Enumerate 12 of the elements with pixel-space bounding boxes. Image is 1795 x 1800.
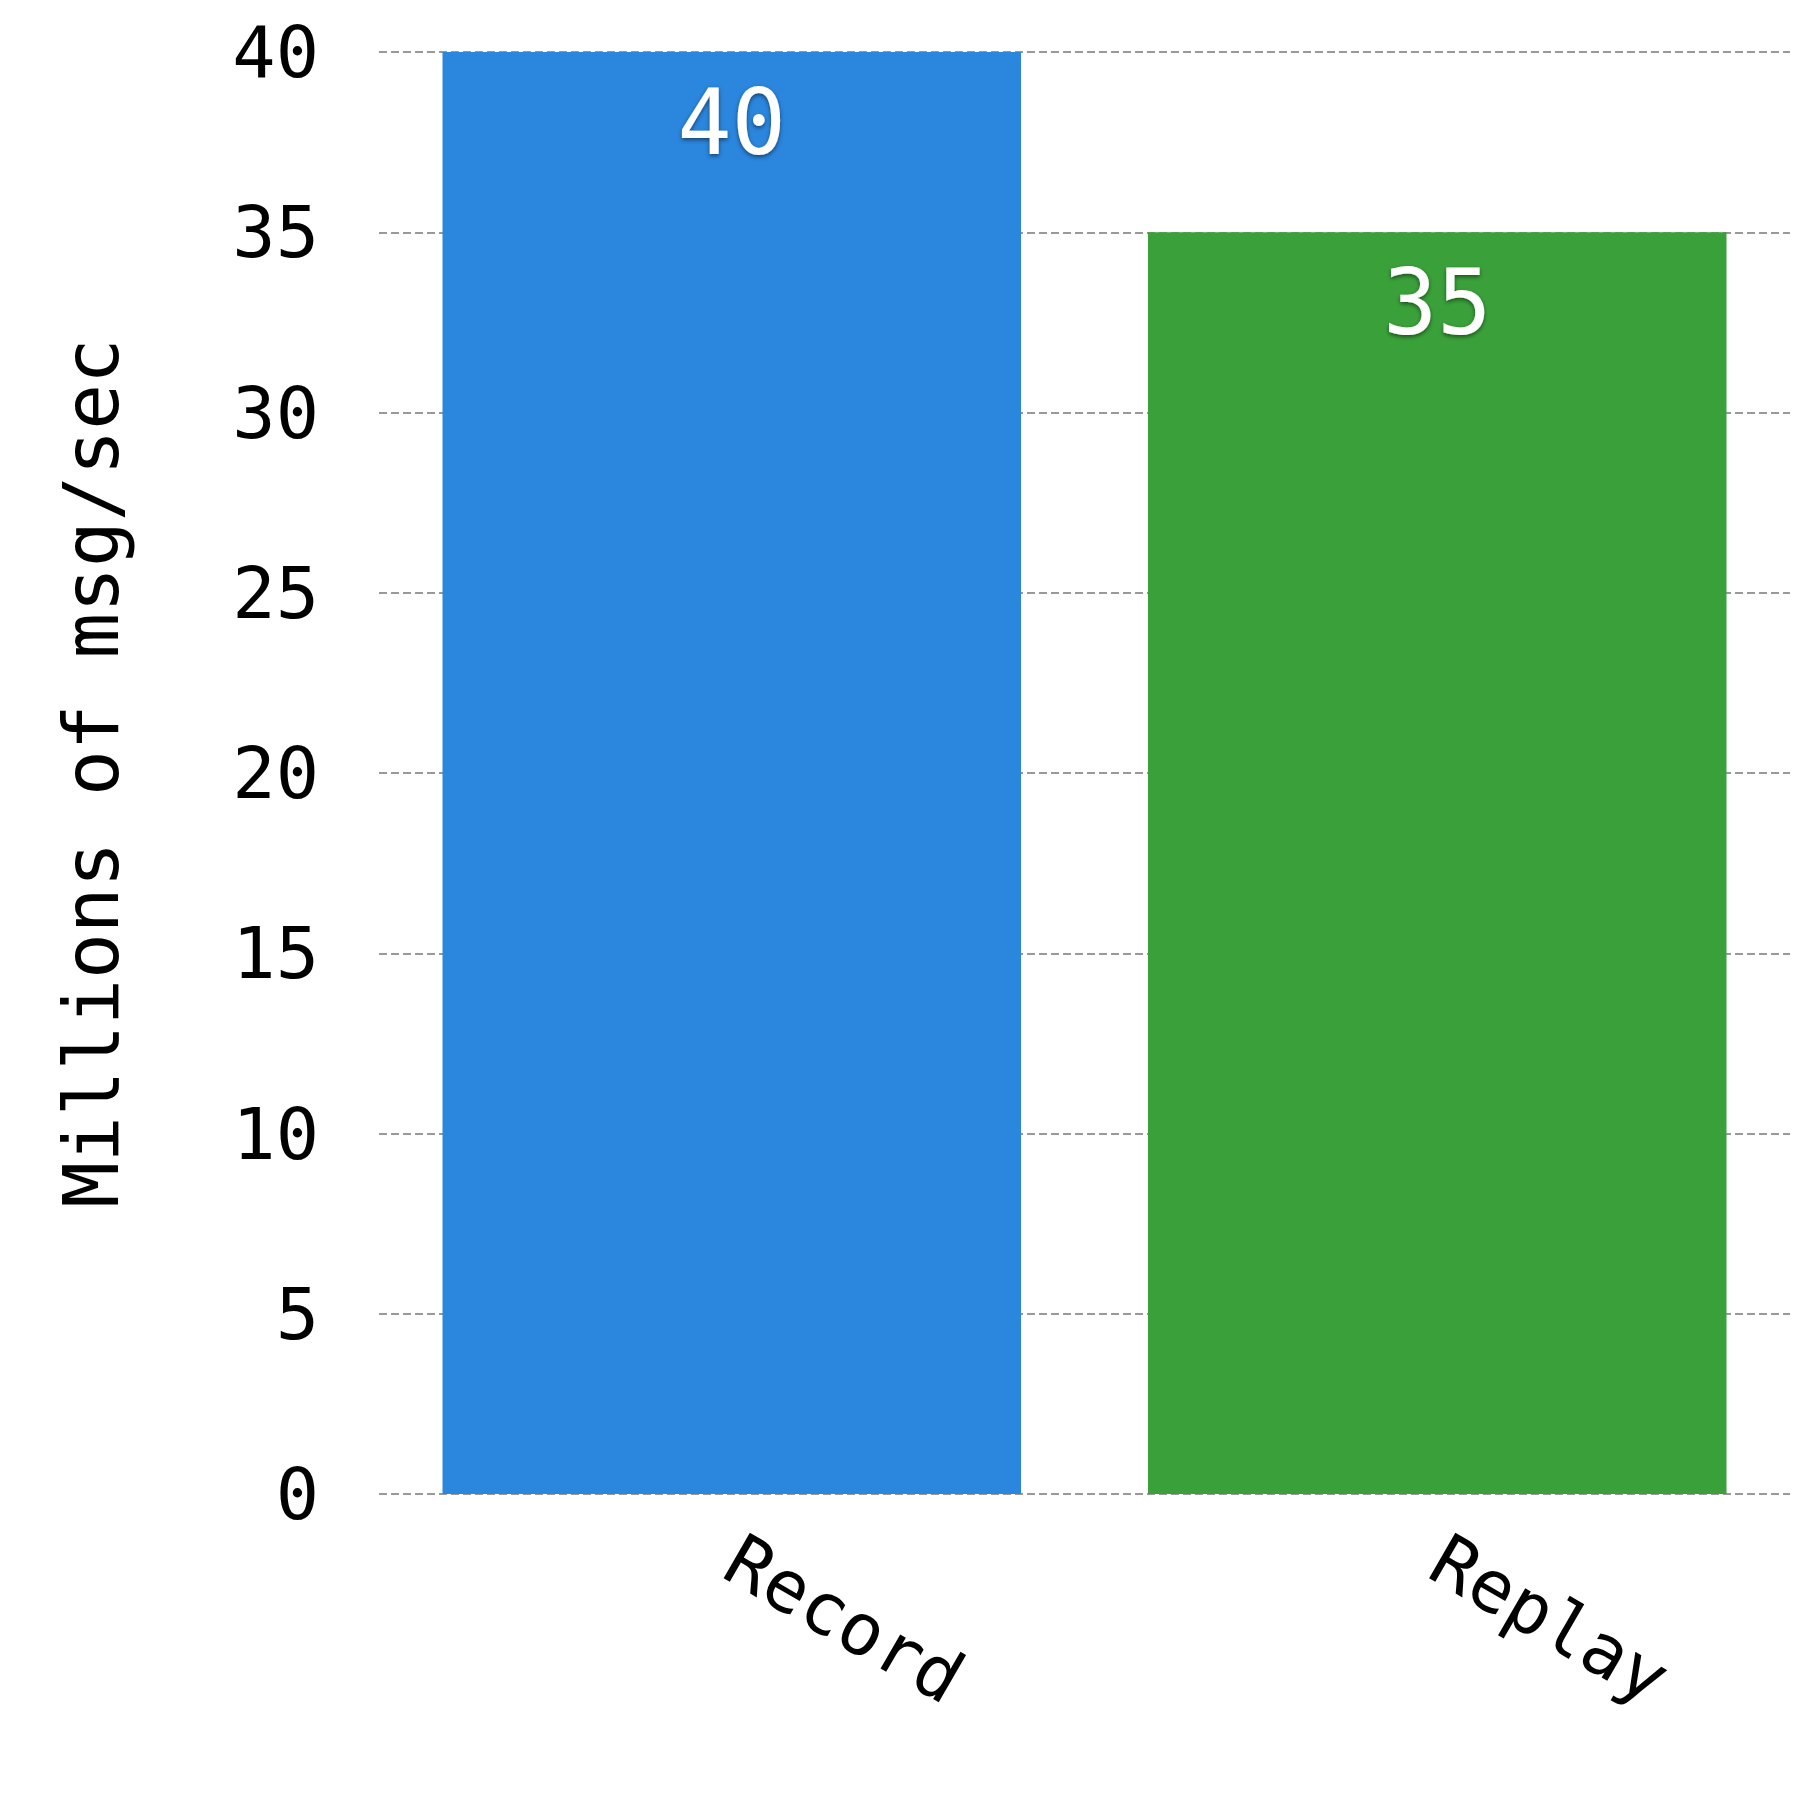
y-tick-label: 35 bbox=[232, 190, 319, 275]
y-tick-label: 40 bbox=[232, 10, 319, 94]
data-label: 35 bbox=[1383, 249, 1492, 355]
y-tick-label: 25 bbox=[232, 550, 319, 635]
y-tick-label: 30 bbox=[232, 370, 319, 455]
y-tick-label: 20 bbox=[232, 731, 319, 815]
y-axis-title: Millions of msg/sec bbox=[46, 338, 136, 1208]
data-label: 40 bbox=[677, 69, 786, 175]
y-tick-label: 10 bbox=[232, 1091, 319, 1176]
y-tick-label: 15 bbox=[232, 911, 319, 996]
y-tick-label: 0 bbox=[275, 1452, 319, 1536]
y-tick-label: 5 bbox=[275, 1271, 319, 1356]
